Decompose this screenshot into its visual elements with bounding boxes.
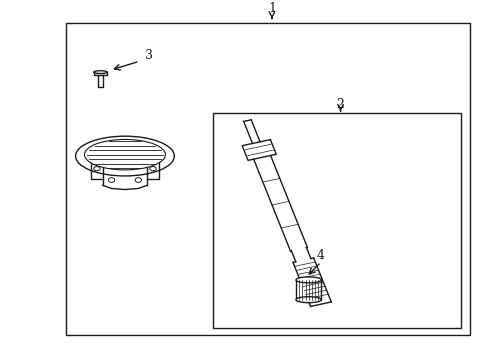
Ellipse shape [296,277,321,283]
Ellipse shape [108,178,115,183]
Polygon shape [244,120,260,143]
Bar [66,23,470,335]
Ellipse shape [75,136,174,176]
Ellipse shape [296,297,321,303]
Bar [213,113,461,328]
Ellipse shape [150,167,156,171]
Polygon shape [94,72,107,76]
Text: 4: 4 [317,249,325,262]
Polygon shape [293,258,331,306]
Ellipse shape [94,71,107,73]
Polygon shape [242,140,276,160]
Text: 1: 1 [268,3,276,15]
Ellipse shape [94,167,100,171]
Text: 2: 2 [337,98,344,111]
Ellipse shape [84,139,166,170]
Polygon shape [98,76,103,86]
Polygon shape [292,247,311,262]
Polygon shape [254,156,307,251]
Bar [296,280,321,300]
Ellipse shape [135,178,142,183]
Text: 3: 3 [146,49,153,62]
